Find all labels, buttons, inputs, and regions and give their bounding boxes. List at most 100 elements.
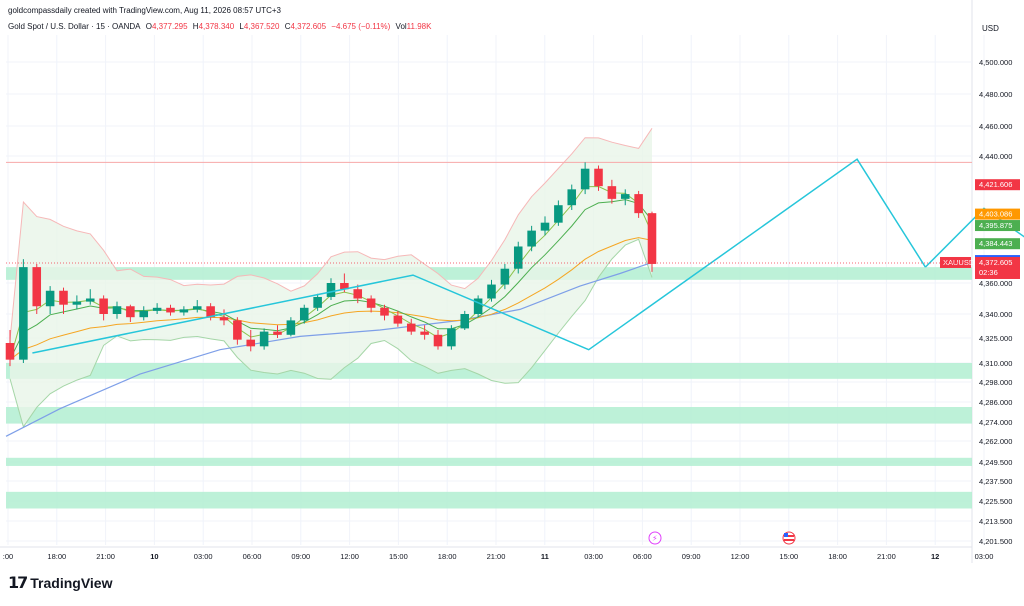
candle-body[interactable] [299,307,309,321]
candle-body[interactable] [112,306,122,314]
candle-body[interactable] [380,307,389,316]
candle-body[interactable] [286,320,296,335]
close-value: 4,372.605 [290,22,327,31]
lightning-event-icon[interactable] [648,531,662,545]
y-tick-label: 4,237.500 [979,477,1012,486]
candle-body[interactable] [393,315,403,324]
candle-body[interactable] [206,306,215,318]
y-tick-label: 4,262.000 [979,437,1012,446]
change-value: −4.675 (−0.11%) [331,22,391,31]
candle-body[interactable] [233,320,242,340]
candle-body[interactable] [567,189,577,206]
volume-label: Vol [395,22,407,31]
candle-body[interactable] [527,230,536,247]
countdown-value: 02:36 [979,268,998,277]
price-tag-value: 4,403.086 [979,210,1012,219]
candle-body[interactable] [246,339,256,347]
candle-body[interactable] [5,343,15,360]
candle-body[interactable] [139,310,149,318]
candle-body[interactable] [126,306,135,318]
candle-body[interactable] [273,331,282,335]
candle-body[interactable] [447,328,456,347]
slow-moving-average-line[interactable] [5,261,653,437]
x-tick-label: 06:00 [243,552,262,561]
open-value: 4,377.295 [151,22,188,31]
zigzag-pattern-line[interactable] [32,158,927,354]
candle-body[interactable] [259,331,269,347]
candle-body[interactable] [620,194,630,199]
candle-body[interactable] [192,306,202,310]
y-tick-label: 4,298.000 [979,378,1012,387]
candle-body[interactable] [513,246,523,269]
y-tick-label: 4,274.000 [979,418,1012,427]
tradingview-logo[interactable]: 𝟭𝟳 TradingView [8,573,112,593]
candle-body[interactable] [487,284,496,299]
x-tick-label: 15:00 [779,552,798,561]
price-tag[interactable] [975,238,1020,250]
candle-body[interactable] [166,307,175,313]
candle-body[interactable] [152,307,162,311]
candle-body[interactable] [500,268,510,285]
x-tick-label: 21:00 [96,552,115,561]
candle-body[interactable] [99,298,108,315]
candle-body[interactable] [85,298,95,302]
x-tick-label: 10 [150,552,158,561]
y-tick-label: 4,310.000 [979,359,1012,368]
price-tag[interactable] [975,220,1020,232]
candle-body[interactable] [460,314,470,329]
candle-body[interactable] [19,267,28,360]
x-tick-label: 18:00 [828,552,847,561]
symbol-name[interactable]: Gold Spot / U.S. Dollar · 15 · OANDA [8,22,141,31]
x-tick-label: 12:00 [340,552,359,561]
candle-body[interactable] [420,331,429,335]
candle-body[interactable] [433,334,443,347]
support-zone[interactable] [6,407,972,424]
last-price-tag[interactable] [975,256,1020,279]
candle-body[interactable] [366,298,376,308]
projection-path-line[interactable] [924,207,1024,287]
candle-body[interactable] [647,213,657,264]
candle-body[interactable] [326,283,336,297]
y-tick-label: 4,440.000 [979,152,1012,161]
candle-body[interactable] [473,298,483,315]
ema-mid-line[interactable] [9,237,653,361]
y-tick-label: 4,286.000 [979,398,1012,407]
candle-body[interactable] [313,296,322,308]
us-flag-stripe [784,535,794,537]
y-tick-label: 4,201.500 [979,537,1012,546]
x-tick-label: 21:00 [877,552,896,561]
candle-body[interactable] [634,194,643,214]
tradingview-logo-text: TradingView [30,575,113,591]
candle-body[interactable] [32,267,42,307]
x-tick-label: 12:00 [731,552,750,561]
candle-body[interactable] [554,205,563,223]
candle-body[interactable] [72,301,82,305]
candle-body[interactable] [580,168,590,190]
y-tick-label: 4,340.000 [979,310,1012,319]
candle-body[interactable] [607,186,617,199]
candle-body[interactable] [45,290,55,307]
y-tick-label: 4,480.000 [979,90,1012,99]
y-tick-label: 4,460.000 [979,122,1012,131]
candle-body[interactable] [540,222,550,231]
support-zone[interactable] [6,457,972,466]
candle-body[interactable] [219,317,229,321]
candle-body[interactable] [59,290,68,305]
support-zone[interactable] [6,491,972,509]
price-tag-value: 4,395.875 [979,221,1012,230]
candle-body[interactable] [406,323,416,332]
candle-body[interactable] [340,283,349,290]
envelope-band [10,128,652,427]
envelope-upper-line [9,128,653,340]
x-tick-label: 09:00 [682,552,701,561]
last-price-value: 4,372.605 [979,258,1012,267]
price-tag[interactable] [975,208,1020,220]
lightning-glyph: ⚡ [652,534,658,543]
x-tick-label: 18:00 [47,552,66,561]
price-tag[interactable] [975,179,1020,191]
candle-body[interactable] [179,309,189,313]
candle-body[interactable] [594,168,603,187]
candle-body[interactable] [353,289,363,299]
